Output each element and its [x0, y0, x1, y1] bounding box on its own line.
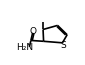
Text: S: S	[60, 41, 66, 50]
Text: O: O	[30, 27, 37, 36]
Text: H₂N: H₂N	[17, 43, 34, 52]
